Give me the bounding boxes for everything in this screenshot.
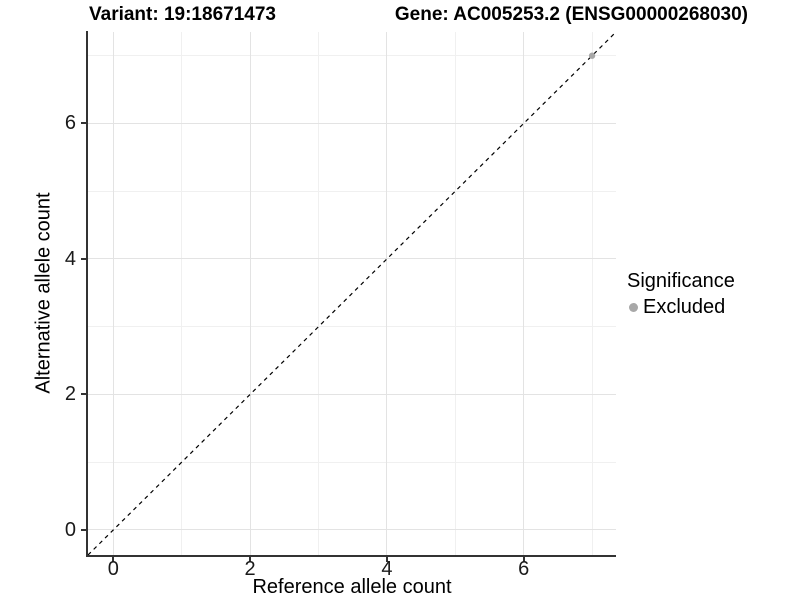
gene-title: Gene: AC005253.2 (ENSG00000268030) [394, 4, 748, 25]
y-axis-title: Alternative allele count [32, 192, 55, 394]
gridline-y-major [88, 529, 616, 531]
y-axis-line [86, 31, 88, 557]
legend: Significance Excluded [627, 270, 735, 319]
y-tick-mark [81, 257, 86, 260]
legend-point-icon [629, 303, 638, 312]
x-tick-mark [385, 557, 388, 562]
variant-title: Variant: 19:18671473 [89, 4, 276, 25]
gridline-y-major [88, 122, 616, 124]
gridline-x-minor [317, 32, 319, 555]
identity-dashed-line [88, 32, 616, 555]
x-tick-label: 0 [107, 558, 119, 580]
x-tick-mark [112, 557, 115, 562]
gridline-x-major [249, 32, 251, 555]
y-tick-label: 6 [64, 112, 76, 135]
legend-items: Excluded [627, 296, 735, 319]
gridline-x-major [386, 32, 388, 555]
gridline-x-minor [454, 32, 456, 555]
gridline-x-minor [181, 32, 183, 555]
gridline-x-minor [591, 32, 593, 555]
gridline-y-minor [88, 55, 616, 57]
gridlines-layer [88, 32, 616, 555]
gridline-y-minor [88, 190, 616, 192]
gridline-x-major [112, 32, 114, 555]
y-tick-mark [81, 393, 86, 396]
x-tick-label: 2 [244, 558, 256, 580]
y-tick-label: 0 [64, 518, 76, 541]
gridline-y-minor [88, 461, 616, 463]
legend-item: Excluded [629, 296, 735, 319]
legend-title: Significance [627, 270, 735, 292]
y-tick-mark [81, 122, 86, 125]
gridline-y-major [88, 393, 616, 395]
plot-panel [88, 32, 616, 555]
x-tick-mark [522, 557, 525, 562]
x-tick-mark [249, 557, 252, 562]
legend-item-label: Excluded [643, 296, 726, 318]
gridline-x-major [523, 32, 525, 555]
x-axis-title: Reference allele count [252, 576, 452, 598]
x-axis-line [86, 555, 616, 557]
gridline-y-major [88, 258, 616, 260]
plot-title-row: Variant: 19:18671473 Gene: AC005253.2 (E… [89, 3, 748, 27]
x-tick-label: 6 [518, 558, 530, 580]
data-point-excluded [588, 52, 596, 59]
y-tick-label: 4 [64, 247, 76, 270]
y-tick-label: 2 [64, 383, 76, 406]
gridline-y-minor [88, 326, 616, 328]
x-tick-label: 4 [381, 558, 393, 580]
y-tick-mark [81, 528, 86, 531]
plot-drawing-layer [88, 32, 616, 555]
